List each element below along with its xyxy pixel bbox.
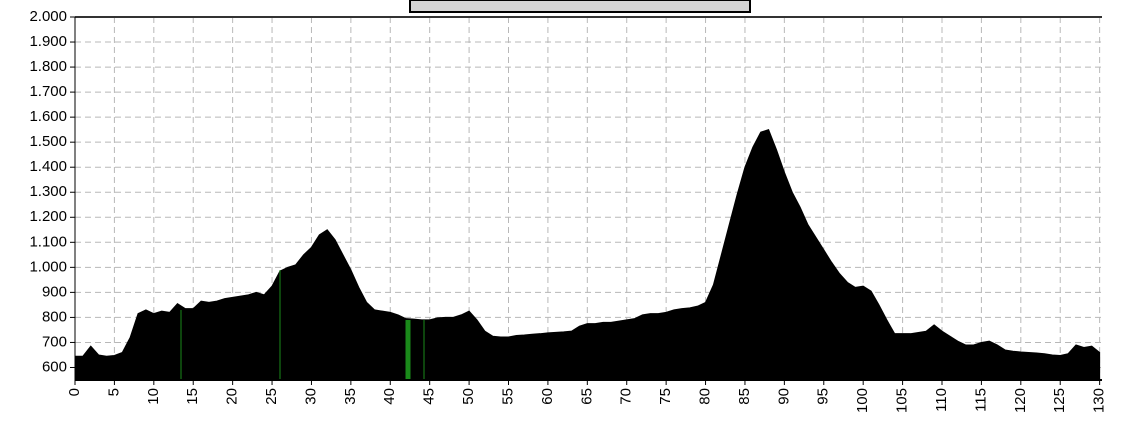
x-tick-label: 20: [224, 388, 241, 405]
y-tick-label: 600: [42, 358, 67, 375]
x-tick-label: 90: [775, 388, 792, 405]
x-tick-label: 110: [933, 388, 950, 412]
marks: [74, 129, 1101, 381]
y-tick-label: 1.800: [29, 58, 67, 75]
x-tick-label: 15: [184, 388, 201, 405]
y-tick-label: 700: [42, 333, 67, 350]
x-tick-label: 105: [894, 388, 911, 413]
y-tick-label: 1.900: [29, 33, 67, 50]
y-tick-label: 2.000: [29, 8, 67, 25]
y-tick-label: 1.700: [29, 83, 67, 100]
x-tick-label: 125: [1051, 388, 1068, 413]
elevation-area: [74, 129, 1101, 381]
x-tick-label: 5: [105, 388, 122, 396]
y-tick-label: 1.600: [29, 108, 67, 125]
x-tick-label: 25: [263, 388, 280, 405]
x-tick-label: 80: [697, 388, 714, 405]
x-tick-label: 55: [499, 388, 516, 405]
y-tick-label: 1.300: [29, 183, 67, 200]
x-tick-label: 45: [421, 388, 438, 405]
x-tick-label: 85: [736, 388, 753, 405]
overlay: [74, 16, 1102, 381]
x-tick-label: 30: [302, 388, 319, 405]
x-tick-label: 115: [972, 388, 989, 412]
y-tick-label: 1.100: [29, 233, 67, 250]
x-tick-label: 130: [1091, 388, 1108, 413]
y-tick-label: 1.500: [29, 133, 67, 150]
y-tick-label: 1.200: [29, 208, 67, 225]
labels: 6007008009001.0001.1001.2001.3001.4001.5…: [29, 8, 1107, 413]
x-tick-label: 75: [657, 388, 674, 405]
x-tick-label: 60: [539, 388, 556, 405]
x-tick-label: 95: [815, 388, 832, 405]
y-tick-label: 1.000: [29, 258, 67, 275]
y-tick-label: 900: [42, 283, 67, 300]
x-tick-label: 0: [66, 388, 83, 396]
y-tick-label: 800: [42, 308, 67, 325]
x-tick-label: 50: [460, 388, 477, 405]
x-tick-label: 65: [578, 388, 595, 405]
y-tick-label: 1.400: [29, 158, 67, 175]
x-tick-label: 120: [1012, 388, 1029, 413]
x-tick-label: 40: [381, 388, 398, 405]
x-tick-label: 10: [145, 388, 162, 405]
title-box: [409, 0, 751, 13]
x-tick-label: 70: [618, 388, 635, 405]
x-tick-label: 35: [342, 388, 359, 405]
x-tick-label: 100: [854, 388, 871, 413]
